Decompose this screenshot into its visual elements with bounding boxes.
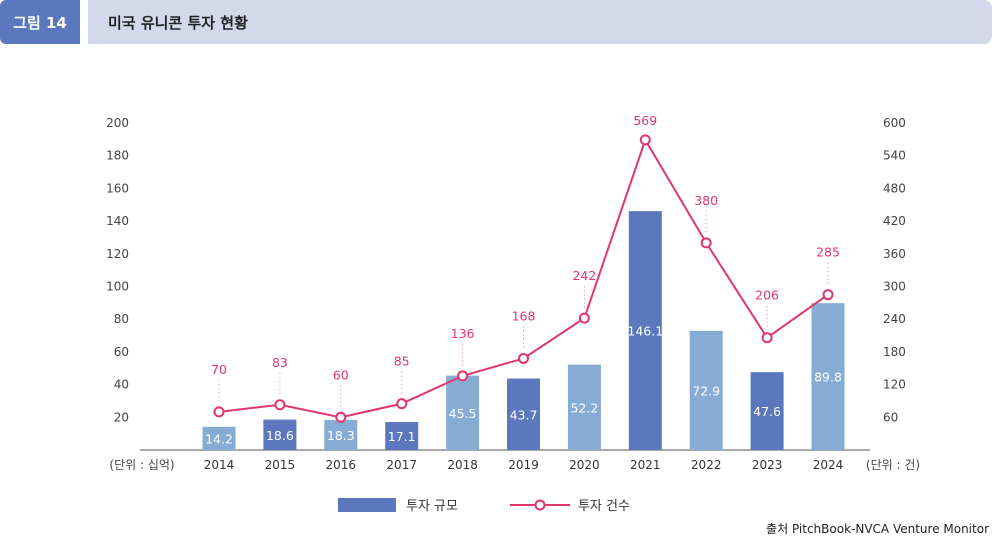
bar-data-label: 18.3 xyxy=(327,428,355,443)
bar-data-label: 146.1 xyxy=(627,324,663,339)
line-point xyxy=(822,289,834,301)
bar-data-label: 47.6 xyxy=(753,404,781,419)
line-data-label: 380 xyxy=(694,193,718,208)
line-data-label: 70 xyxy=(211,362,227,377)
bar-data-label: 14.2 xyxy=(205,431,233,446)
x-tick-label: 2014 xyxy=(204,458,235,472)
y-left-tick-label: 120 xyxy=(106,247,129,261)
line-data-label: 136 xyxy=(451,326,475,341)
x-tick-label: 2017 xyxy=(386,458,417,472)
x-tick-label: 2020 xyxy=(569,458,600,472)
y-right-tick-label: 180 xyxy=(883,345,906,359)
x-tick-label: 2022 xyxy=(691,458,722,472)
y-left-tick-label: 180 xyxy=(106,149,129,163)
bar xyxy=(628,211,662,450)
y-right-tick-label: 240 xyxy=(883,312,906,326)
left-axis-unit-label: (단위 : 십억) xyxy=(109,458,174,472)
x-tick-label: 2021 xyxy=(630,458,661,472)
legend-bar-label: 투자 규모 xyxy=(406,499,458,514)
line-point xyxy=(213,406,225,418)
bar xyxy=(324,420,358,450)
line-point xyxy=(578,312,590,324)
line-point xyxy=(274,399,286,411)
y-right-tick-label: 120 xyxy=(883,378,906,392)
bar xyxy=(446,375,480,450)
bar-data-label: 43.7 xyxy=(510,407,538,422)
y-left-tick-label: 80 xyxy=(114,312,129,326)
line-point xyxy=(700,237,712,249)
line-data-label: 285 xyxy=(816,245,840,260)
y-right-tick-label: 540 xyxy=(883,149,906,163)
bar-data-label: 45.5 xyxy=(449,406,477,421)
line-data-label: 206 xyxy=(755,288,779,303)
bar xyxy=(750,372,784,450)
bar-data-label: 52.2 xyxy=(570,400,598,415)
bar xyxy=(385,422,419,450)
bar xyxy=(202,426,236,450)
figure-header: 그림 14 미국 유니콘 투자 현황 xyxy=(0,0,992,44)
line-data-label: 83 xyxy=(272,355,288,370)
bar xyxy=(689,330,723,450)
line-data-label: 168 xyxy=(512,308,536,323)
y-right-tick-label: 300 xyxy=(883,280,906,294)
legend-item-line: 투자 건수 xyxy=(510,495,630,514)
chart-legend: 투자 규모 투자 건수 xyxy=(0,495,999,515)
y-left-tick-label: 60 xyxy=(114,345,129,359)
line-data-label: 569 xyxy=(633,113,657,128)
bar xyxy=(507,378,540,450)
y-right-tick-label: 60 xyxy=(883,410,898,424)
y-right-tick-label: 480 xyxy=(883,181,906,195)
y-left-tick-label: 100 xyxy=(106,280,129,294)
x-tick-label: 2024 xyxy=(813,458,844,472)
line-point xyxy=(335,411,347,423)
line-point xyxy=(761,332,773,344)
bar xyxy=(811,303,845,450)
x-tick-label: 2023 xyxy=(752,458,783,472)
y-right-tick-label: 420 xyxy=(883,214,906,228)
bar xyxy=(263,419,297,450)
y-right-tick-label: 600 xyxy=(883,116,906,130)
line-point xyxy=(518,352,529,364)
line-data-label: 85 xyxy=(394,354,410,369)
x-tick-label: 2018 xyxy=(447,458,478,472)
line-point xyxy=(457,370,469,382)
line-point xyxy=(639,134,651,146)
bar-data-label: 89.8 xyxy=(814,370,842,385)
figure-title: 미국 유니콘 투자 현황 xyxy=(108,13,248,32)
legend-line-label: 투자 건수 xyxy=(578,499,630,514)
legend-bar-swatch xyxy=(338,497,396,512)
y-left-tick-label: 140 xyxy=(106,214,129,228)
y-right-tick-label: 360 xyxy=(883,247,906,261)
bar-data-label: 72.9 xyxy=(692,383,720,398)
x-tick-label: 2016 xyxy=(326,458,357,472)
y-left-tick-label: 20 xyxy=(114,410,129,424)
line-series-path xyxy=(218,137,829,419)
figure-number-badge: 그림 14 xyxy=(0,0,80,44)
source-note: 출처 PitchBook-NVCA Venture Monitor xyxy=(766,522,989,536)
legend-item-bar: 투자 규모 xyxy=(338,495,458,514)
legend-line-swatch xyxy=(510,499,570,510)
bar-data-label: 18.6 xyxy=(266,428,294,443)
figure-number: 그림 14 xyxy=(13,13,67,32)
x-tick-label: 2015 xyxy=(265,458,296,472)
y-left-tick-label: 40 xyxy=(114,378,129,392)
x-tick-label: 2019 xyxy=(508,458,539,472)
line-data-label: 242 xyxy=(572,268,596,283)
line-data-label: 60 xyxy=(333,367,349,382)
figure-title-bar: 미국 유니콘 투자 현황 xyxy=(88,0,992,44)
y-left-tick-label: 160 xyxy=(106,181,129,195)
y-left-tick-label: 200 xyxy=(106,116,129,130)
right-axis-unit-label: (단위 : 건) xyxy=(866,458,920,472)
bar-data-label: 17.1 xyxy=(388,429,416,444)
bar xyxy=(567,364,601,450)
line-point xyxy=(396,398,408,410)
